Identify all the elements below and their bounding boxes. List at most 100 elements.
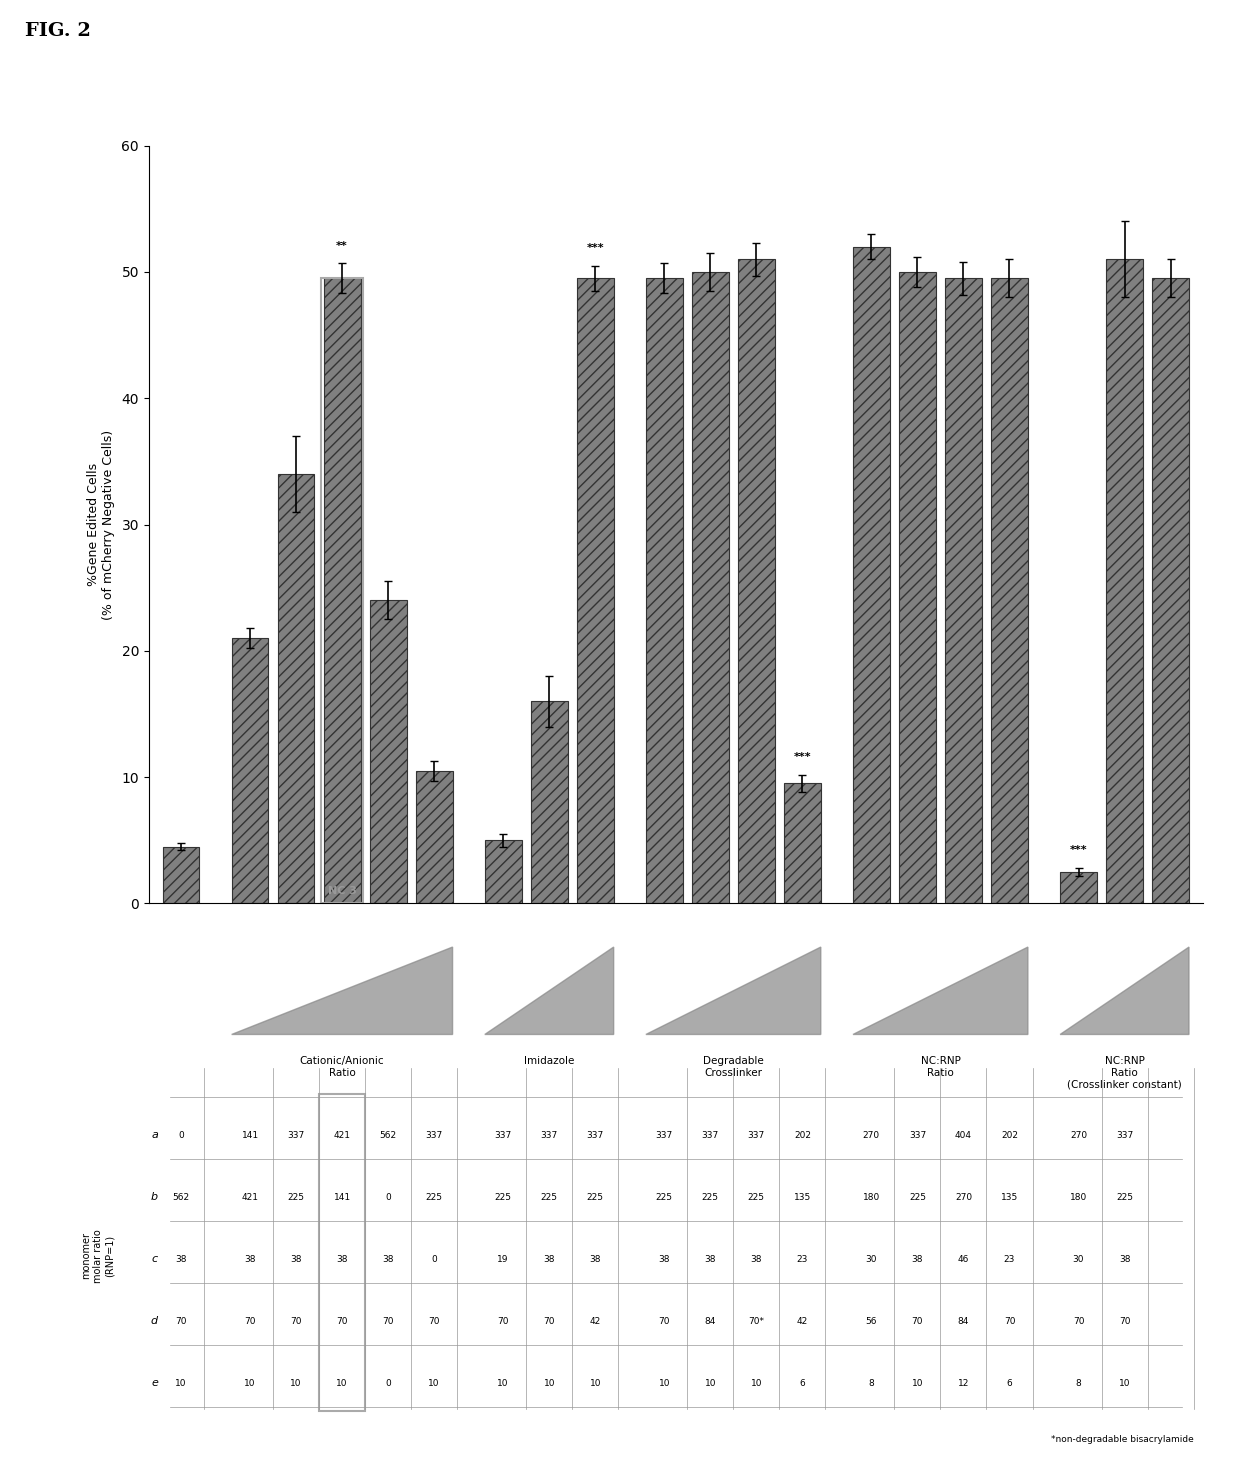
Bar bbox=[945, 278, 982, 903]
Text: 70: 70 bbox=[658, 1317, 670, 1326]
Text: monomer
molar ratio
(RNP=1): monomer molar ratio (RNP=1) bbox=[82, 1228, 115, 1282]
Text: 38: 38 bbox=[336, 1254, 348, 1263]
Text: 0: 0 bbox=[386, 1378, 391, 1387]
Text: 141: 141 bbox=[334, 1193, 351, 1202]
Bar bbox=[692, 272, 729, 903]
Polygon shape bbox=[1060, 947, 1189, 1034]
Text: FIG. 2: FIG. 2 bbox=[25, 22, 91, 39]
Text: 10: 10 bbox=[704, 1378, 715, 1387]
Text: NC:RNP
Ratio
(Crosslinker constant): NC:RNP Ratio (Crosslinker constant) bbox=[1068, 1056, 1182, 1090]
Text: 0: 0 bbox=[432, 1254, 436, 1263]
Text: 38: 38 bbox=[1118, 1254, 1131, 1263]
Text: 70: 70 bbox=[1118, 1317, 1131, 1326]
Text: ***: *** bbox=[587, 243, 604, 254]
Text: 38: 38 bbox=[244, 1254, 255, 1263]
Bar bbox=[278, 474, 315, 903]
Text: 225: 225 bbox=[702, 1193, 719, 1202]
Bar bbox=[415, 771, 453, 903]
Text: 225: 225 bbox=[587, 1193, 604, 1202]
Text: ***: *** bbox=[1070, 845, 1087, 855]
Bar bbox=[370, 600, 407, 903]
Text: 23: 23 bbox=[796, 1254, 808, 1263]
Text: 42: 42 bbox=[590, 1317, 601, 1326]
Text: 38: 38 bbox=[175, 1254, 187, 1263]
Text: 56: 56 bbox=[866, 1317, 877, 1326]
Bar bbox=[1152, 278, 1189, 903]
Text: 270: 270 bbox=[863, 1131, 880, 1139]
Text: 10: 10 bbox=[428, 1378, 440, 1387]
Text: 19: 19 bbox=[497, 1254, 508, 1263]
Bar bbox=[991, 278, 1028, 903]
Text: 202: 202 bbox=[1001, 1131, 1018, 1139]
Text: 337: 337 bbox=[702, 1131, 719, 1139]
Text: 38: 38 bbox=[543, 1254, 556, 1263]
Text: 70*: 70* bbox=[749, 1317, 764, 1326]
Text: a: a bbox=[151, 1131, 157, 1141]
Text: e: e bbox=[151, 1378, 157, 1389]
Text: 8: 8 bbox=[868, 1378, 874, 1387]
Text: 337: 337 bbox=[909, 1131, 926, 1139]
Bar bbox=[899, 272, 936, 903]
Text: *non-degradable bisacrylamide: *non-degradable bisacrylamide bbox=[1050, 1435, 1194, 1444]
Text: 225: 225 bbox=[541, 1193, 558, 1202]
Text: 38: 38 bbox=[290, 1254, 301, 1263]
Polygon shape bbox=[646, 947, 821, 1034]
Bar bbox=[1060, 871, 1097, 903]
Text: 70: 70 bbox=[336, 1317, 348, 1326]
Text: b: b bbox=[151, 1192, 157, 1202]
Text: 10: 10 bbox=[543, 1378, 556, 1387]
Text: 10: 10 bbox=[175, 1378, 187, 1387]
Text: 141: 141 bbox=[242, 1131, 259, 1139]
Text: 337: 337 bbox=[495, 1131, 512, 1139]
Text: 135: 135 bbox=[794, 1193, 811, 1202]
Text: 70: 70 bbox=[382, 1317, 394, 1326]
Text: 180: 180 bbox=[863, 1193, 880, 1202]
Text: NC 3: NC 3 bbox=[327, 886, 357, 896]
Text: 12: 12 bbox=[957, 1378, 970, 1387]
Text: 202: 202 bbox=[794, 1131, 811, 1139]
Text: 84: 84 bbox=[704, 1317, 715, 1326]
Text: 421: 421 bbox=[334, 1131, 351, 1139]
Bar bbox=[324, 278, 361, 903]
Text: 8: 8 bbox=[1075, 1378, 1081, 1387]
Text: 135: 135 bbox=[1001, 1193, 1018, 1202]
Text: 6: 6 bbox=[1007, 1378, 1012, 1387]
Text: 10: 10 bbox=[244, 1378, 255, 1387]
Text: NC:RNP
Ratio: NC:RNP Ratio bbox=[920, 1056, 961, 1078]
Text: 23: 23 bbox=[1004, 1254, 1016, 1263]
Text: 38: 38 bbox=[911, 1254, 924, 1263]
Text: 225: 225 bbox=[656, 1193, 673, 1202]
Text: 38: 38 bbox=[658, 1254, 670, 1263]
Bar bbox=[485, 841, 522, 903]
Text: 42: 42 bbox=[797, 1317, 808, 1326]
Text: 30: 30 bbox=[1073, 1254, 1084, 1263]
Y-axis label: %Gene Edited Cells
(% of mCherry Negative Cells): %Gene Edited Cells (% of mCherry Negativ… bbox=[87, 430, 114, 619]
Text: c: c bbox=[151, 1254, 157, 1265]
Text: 10: 10 bbox=[336, 1378, 348, 1387]
Text: Cationic/Anionic
Ratio: Cationic/Anionic Ratio bbox=[300, 1056, 384, 1078]
Text: 562: 562 bbox=[172, 1193, 190, 1202]
Bar bbox=[577, 278, 614, 903]
Text: 84: 84 bbox=[957, 1317, 970, 1326]
Bar bbox=[784, 784, 821, 903]
Text: 0: 0 bbox=[179, 1131, 184, 1139]
Bar bbox=[738, 259, 775, 903]
Text: 180: 180 bbox=[1070, 1193, 1087, 1202]
Bar bbox=[162, 847, 200, 903]
Text: 38: 38 bbox=[589, 1254, 601, 1263]
Text: ***: *** bbox=[794, 752, 811, 762]
Text: 337: 337 bbox=[288, 1131, 305, 1139]
Text: 70: 70 bbox=[1073, 1317, 1084, 1326]
Text: 225: 225 bbox=[425, 1193, 443, 1202]
Text: 0: 0 bbox=[386, 1193, 391, 1202]
Text: 270: 270 bbox=[1070, 1131, 1087, 1139]
Text: 337: 337 bbox=[587, 1131, 604, 1139]
Text: 38: 38 bbox=[750, 1254, 763, 1263]
Bar bbox=[1106, 259, 1143, 903]
Text: 421: 421 bbox=[242, 1193, 259, 1202]
Polygon shape bbox=[485, 947, 614, 1034]
Bar bbox=[646, 278, 683, 903]
Text: 10: 10 bbox=[589, 1378, 601, 1387]
Text: 70: 70 bbox=[244, 1317, 255, 1326]
Bar bbox=[232, 638, 269, 903]
